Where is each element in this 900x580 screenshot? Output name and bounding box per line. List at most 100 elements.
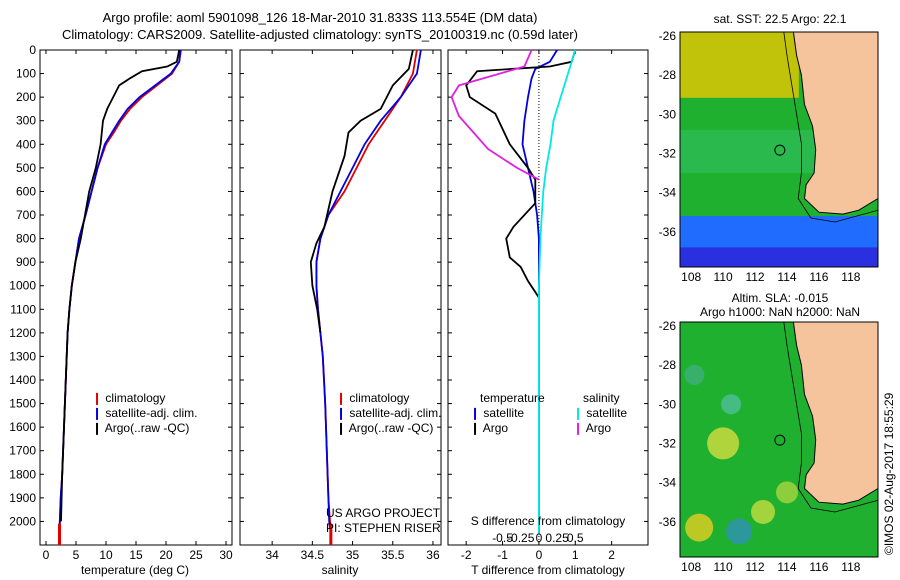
- xtick-label: 25: [189, 548, 203, 562]
- figure-title-line1: Argo profile: aoml 5901098_126 18-Mar-20…: [102, 10, 538, 25]
- map-ytick-label: -30: [659, 107, 677, 121]
- map-ytick-label: -32: [659, 146, 677, 160]
- xtick-label: 10: [99, 548, 113, 562]
- map-xtick-label: 116: [809, 560, 828, 574]
- map-ytick-label: -34: [659, 476, 677, 490]
- ytick-label: 800: [16, 232, 36, 246]
- xtick-label: 1: [572, 548, 579, 562]
- sst-map-title: sat. SST: 22.5 Argo: 22.1: [713, 12, 847, 26]
- panel-frame-temperature: [39, 49, 233, 546]
- ytick-label: 700: [16, 208, 36, 222]
- xtick-label: 35: [346, 548, 360, 562]
- series-line-climatology: [315, 49, 418, 534]
- ytick-label: 1600: [9, 420, 36, 434]
- warm-sst-patch: [680, 32, 799, 98]
- x2tick-label: 0.25: [545, 531, 569, 545]
- ytick-label: 500: [16, 161, 36, 175]
- map-ytick-label: -26: [659, 319, 677, 333]
- shelf-contour: [783, 321, 879, 513]
- shelf-contour: [783, 31, 879, 223]
- ytick-label: 1900: [9, 491, 36, 505]
- salinity-xlabel: salinity: [321, 563, 359, 577]
- diff-legend-temperature-header: temperature: [480, 391, 545, 405]
- xtick-label: 0: [536, 548, 543, 562]
- ytick-label: 900: [16, 255, 36, 269]
- ytick-label: 1700: [9, 444, 36, 458]
- map-ytick-label: -32: [659, 436, 677, 450]
- map-ytick-label: -34: [659, 186, 677, 200]
- map-ytick-label: -26: [659, 29, 677, 43]
- x2tick-label: -0.5: [492, 531, 513, 545]
- ytick-label: 1400: [9, 373, 36, 387]
- ytick-label: 1300: [9, 349, 36, 363]
- series-line-temperature-satellite: [521, 49, 558, 534]
- map-xtick-label: 118: [841, 560, 860, 574]
- map-ytick-label: -30: [659, 397, 677, 411]
- sla-map-title: Altim. SLA: -0.015: [731, 291, 829, 305]
- map-xtick-label: 114: [777, 270, 796, 284]
- sst-map: 108 110 112 114 116 118 -26 -28 -30 -32 -34 -36: [659, 29, 879, 284]
- xtick-label: 35.5: [381, 548, 405, 562]
- cold-sst-band: [680, 247, 878, 267]
- temp-legend-satellite: ❙ satellite-adj. clim.: [92, 406, 198, 420]
- sla-anomaly-spot: [751, 499, 776, 524]
- diff-legend-temp-argo: ❙ Argo: [470, 421, 509, 435]
- map-xtick-label: 112: [745, 270, 764, 284]
- xtick-label: 20: [159, 548, 173, 562]
- xtick-label: 2: [608, 548, 615, 562]
- diff-legend-temp-satellite: ❙ satellite: [470, 406, 525, 420]
- panel-frame-differences: [447, 49, 649, 546]
- map-ytick-label: -36: [659, 225, 677, 239]
- imos-credit: ©IMOS 02-Aug-2017 18:55:29: [882, 392, 896, 555]
- map-xtick-label: 108: [681, 270, 701, 284]
- x2tick-label: 0: [536, 531, 543, 545]
- land-mass: [792, 31, 879, 215]
- sla-map: 108 110 112 114 116 118 -26 -28 -30 -32 -34 -36: [659, 319, 879, 574]
- xtick-label: 30: [219, 548, 233, 562]
- map-xtick-label: 114: [777, 560, 796, 574]
- series-line-satellite-adj-clim-: [315, 49, 422, 529]
- sla-anomaly-spot: [684, 364, 705, 385]
- ytick-label: 200: [16, 90, 36, 104]
- ytick-label: 1500: [9, 397, 36, 411]
- series-line-argo-raw-qc-: [309, 49, 414, 334]
- series-line-argo-raw-qc-: [60, 49, 181, 522]
- map-ytick-label: -28: [659, 68, 677, 82]
- xtick-label: 0: [43, 548, 50, 562]
- map-frame: [679, 31, 879, 268]
- diff-x2label: S difference from climatology: [470, 514, 626, 528]
- diff-legend-sal-argo: ❙ Argo: [573, 421, 612, 435]
- xtick-label: 15: [129, 548, 143, 562]
- argo-float-marker: [774, 144, 786, 156]
- ytick-label: 600: [16, 184, 36, 198]
- sal-legend-climatology: ❙ climatology: [336, 391, 410, 405]
- diff-legend-sal-satellite: ❙ satellite: [573, 406, 628, 420]
- xtick-label: 5: [73, 548, 80, 562]
- diff-xlabel: T difference from climatology: [471, 563, 625, 577]
- map-xtick-label: 108: [681, 560, 701, 574]
- xtick-label: -1: [497, 548, 508, 562]
- sal-legend-satellite: ❙ satellite-adj. clim.: [336, 406, 442, 420]
- map-xtick-label: 110: [714, 270, 733, 284]
- mid-sst-band: [680, 129, 829, 173]
- map-xtick-label: 110: [714, 560, 733, 574]
- sla-anomaly-spot: [775, 481, 798, 504]
- map-ytick-label: -36: [659, 515, 677, 529]
- sla-anomaly-spot: [726, 518, 753, 545]
- figure-title-line2: Climatology: CARS2009. Satellite-adjuste…: [62, 27, 578, 42]
- series-line-salinity-satellite: [538, 49, 577, 534]
- ytick-label: 300: [16, 114, 36, 128]
- map-ytick-label: -28: [659, 358, 677, 372]
- ytick-label: 100: [16, 67, 36, 81]
- diff-legend-salinity-header: salinity: [583, 391, 620, 405]
- ytick-label: 1200: [9, 326, 36, 340]
- series-line-salinity-argo: [450, 49, 540, 181]
- x2tick-label: 0.5: [567, 531, 584, 545]
- ytick-label: 1000: [9, 279, 36, 293]
- series-line-climatology: [58, 49, 182, 534]
- sla-anomaly-spot: [707, 427, 740, 460]
- xtick-label: -2: [461, 548, 472, 562]
- pi-credit: PI: STEPHEN RISER: [326, 521, 441, 535]
- ytick-label: 1100: [10, 302, 36, 316]
